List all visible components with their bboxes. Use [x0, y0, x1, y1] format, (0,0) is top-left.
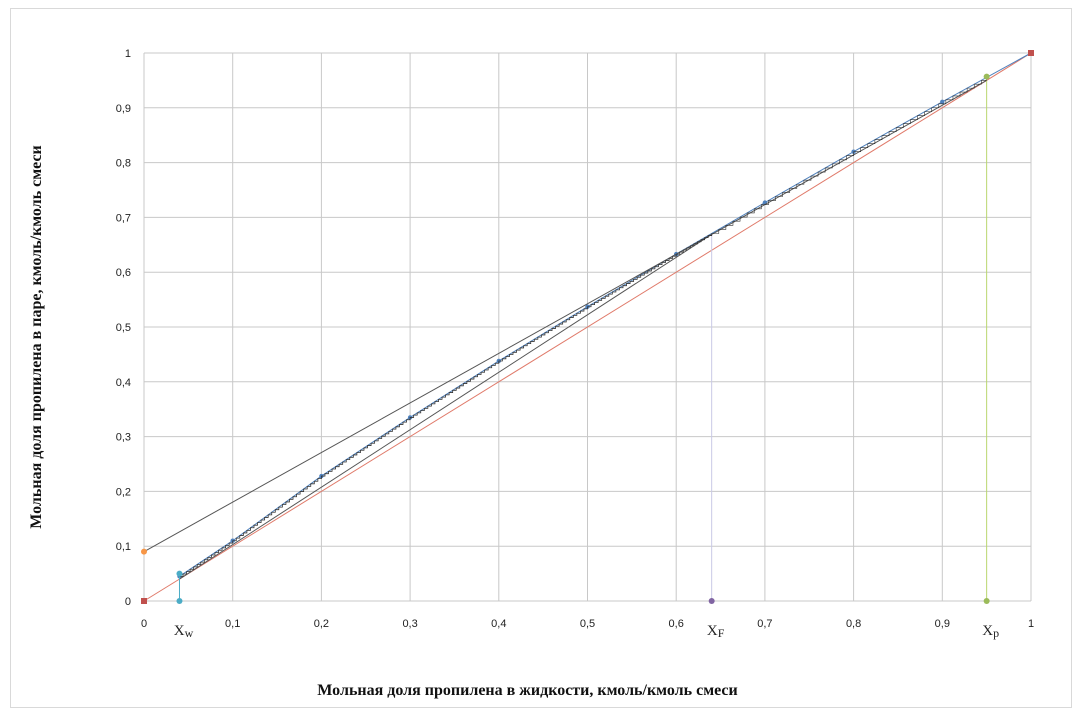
- point-marker: [141, 548, 147, 555]
- x-tick-label: 0,2: [314, 618, 329, 630]
- x-tick-label: 0,8: [846, 618, 861, 630]
- stage-steps: [179, 77, 987, 577]
- x-tick-label: 0: [141, 618, 147, 630]
- square-marker: [1028, 50, 1034, 56]
- y-tick-label: 0: [125, 596, 131, 608]
- y-tick-label: 0,5: [116, 322, 131, 334]
- point-marker: [708, 598, 715, 604]
- y-tick-label: 0,3: [116, 432, 131, 444]
- x-tick-label: 0,1: [225, 618, 240, 630]
- x-tick-label: 0,4: [491, 618, 506, 630]
- tick-labels: 0 0,1 0,2 0,3 0,4 0,5 0,6 0,7 0,8 0,9 1 0 0,1 0,2 0,3 0…: [116, 48, 1034, 630]
- chart-frame: 0 0,1 0,2 0,3 0,4 0,5 0,6 0,7 0,8 0,9 1 0 0,1 0,2 0,3 0…: [10, 8, 1072, 708]
- grid: [143, 52, 1032, 602]
- y-tick-label: 0,7: [116, 212, 131, 224]
- series-layer: [143, 50, 1034, 602]
- points-layer: [141, 50, 1034, 604]
- series-line: [143, 52, 1032, 602]
- chart-svg: 0 0,1 0,2 0,3 0,4 0,5 0,6 0,7 0,8 0,9 1 0 0,1 0,2 0,3 0…: [28, 48, 1034, 699]
- y-tick-label: 0,1: [116, 541, 131, 553]
- x-axis-title: Мольная доля пропилена в жидкости, кмоль…: [317, 682, 737, 699]
- x-tick-label: 0,3: [402, 618, 417, 630]
- x-tick-label: 0,7: [757, 618, 772, 630]
- stage-steps-line: [179, 233, 713, 577]
- y-tick-label: 0,4: [116, 377, 131, 389]
- y-tick-label: 0,6: [116, 267, 131, 279]
- point-marker: [983, 73, 990, 80]
- point-marker: [176, 598, 183, 604]
- x-tick-label: 0,5: [580, 618, 595, 630]
- square-marker: [141, 598, 147, 604]
- equilibrium-point: [940, 99, 945, 104]
- point-marker: [176, 570, 183, 577]
- x-tick-label: 1: [1028, 618, 1034, 630]
- y-tick-label: 0,8: [116, 158, 131, 170]
- stage-steps-upper: [711, 77, 987, 234]
- series-line: [143, 233, 712, 553]
- y-axis-title: Мольная доля пропилена в паре, кмоль/кмо…: [28, 145, 45, 529]
- y-tick-label: 0,9: [116, 103, 131, 115]
- annotation-label: Xp: [982, 623, 999, 640]
- annotations: Xw XF Xp: [174, 623, 999, 640]
- x-tick-label: 0,9: [935, 618, 950, 630]
- point-marker: [983, 598, 990, 604]
- y-tick-label: 0,2: [116, 486, 131, 498]
- annotation-label: Xw: [174, 623, 194, 640]
- x-tick-label: 0,6: [669, 618, 684, 630]
- y-tick-label: 1: [125, 48, 131, 60]
- annotation-label: XF: [707, 623, 725, 640]
